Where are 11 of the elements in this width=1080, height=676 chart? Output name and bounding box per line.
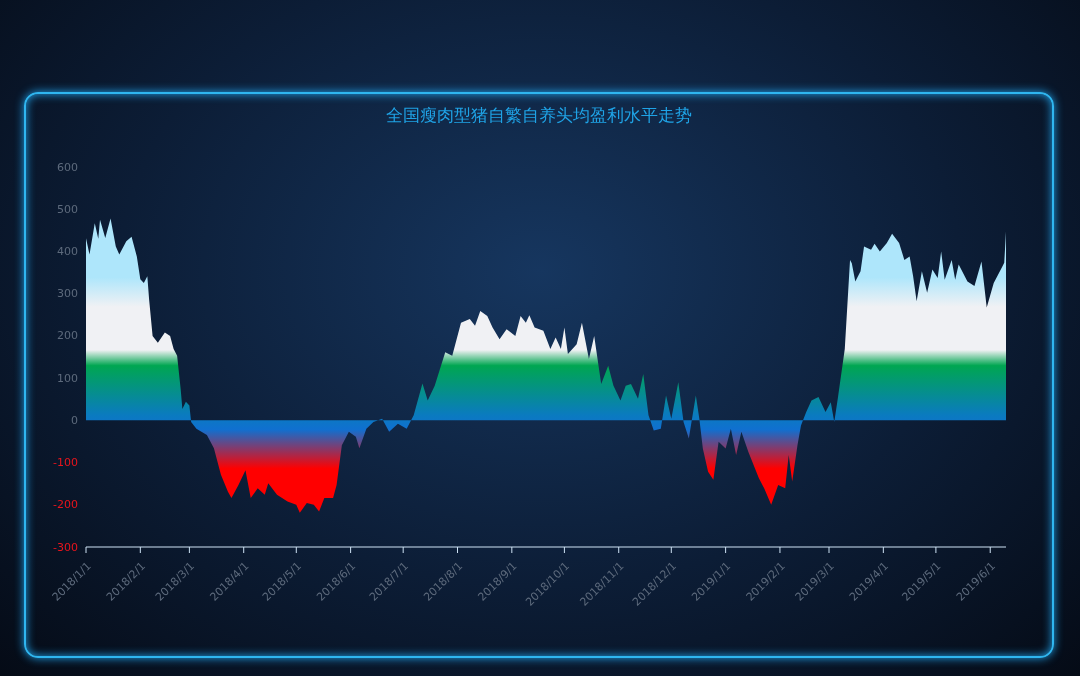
y-tick-label: 500 — [57, 202, 78, 216]
y-tick-label: 200 — [57, 329, 78, 343]
y-tick-label: -200 — [53, 498, 78, 512]
y-tick-label: -300 — [53, 540, 78, 554]
y-tick-label: 600 — [57, 160, 78, 174]
y-tick-label: -100 — [53, 456, 78, 470]
y-tick-label: 300 — [57, 287, 78, 301]
y-tick-label: 100 — [57, 371, 78, 385]
y-tick-label: 0 — [71, 413, 78, 427]
chart-title: 全国瘦肉型猪自繁自养头均盈利水平走势 — [385, 104, 693, 127]
y-tick-label: 400 — [57, 244, 78, 258]
